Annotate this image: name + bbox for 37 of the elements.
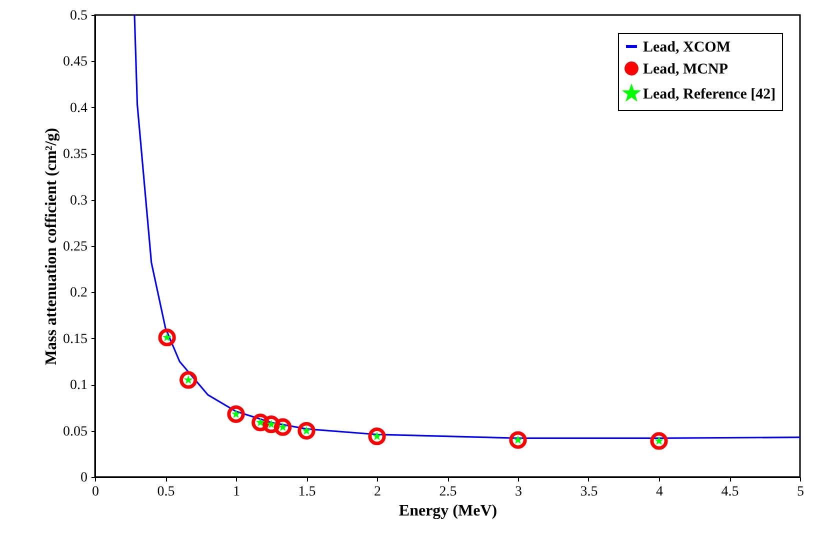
- y-tick-label: 0.45: [63, 54, 88, 70]
- x-tick-label: 4.5: [721, 484, 739, 500]
- y-tick-label: 0.1: [70, 378, 88, 394]
- y-tick-label: 0.05: [63, 424, 88, 440]
- point: [252, 414, 270, 432]
- point: [180, 371, 198, 389]
- y-tick-label: 0.5: [70, 8, 88, 24]
- y-tick-label: 0.3: [70, 193, 88, 208]
- legend-label: Lead, MCNP: [643, 62, 728, 78]
- y-tick-label: 0.4: [70, 100, 88, 116]
- x-tick-label: 5: [797, 484, 804, 500]
- x-axis-title: Energy (MeV): [398, 502, 498, 520]
- x-tick-label: 0: [92, 484, 99, 500]
- point: [158, 328, 176, 346]
- point: [227, 405, 245, 423]
- y-tick-label: 0.25: [63, 240, 88, 254]
- point: [262, 416, 280, 434]
- y-tick-label: 0.2: [70, 286, 88, 301]
- y-tick-label: 0: [80, 470, 88, 486]
- legend-label: Lead, Reference [42]: [643, 86, 776, 102]
- y-tick-label: 0.35: [63, 147, 88, 162]
- x-tick-label: 3.5: [580, 484, 598, 500]
- x-tick-label: 1: [233, 484, 240, 500]
- point: [298, 422, 316, 440]
- point: [650, 432, 668, 450]
- x-tick-label: 2: [374, 484, 381, 500]
- x-tick-label: 0.5: [157, 484, 175, 500]
- point: [509, 431, 527, 449]
- x-tick-label: 4: [656, 484, 663, 500]
- x-tick-label: 2.5: [439, 484, 457, 500]
- y-tick-label: 0.15: [63, 332, 88, 347]
- y-axis-title: Mass attenuation cofficient (cm²/g): [43, 128, 60, 366]
- x-tick-label: 3: [515, 484, 522, 500]
- point: [274, 418, 292, 436]
- x-tick-label: 1.5: [298, 484, 316, 500]
- point: [368, 428, 386, 446]
- legend-label: Lead, XCOM: [643, 40, 730, 56]
